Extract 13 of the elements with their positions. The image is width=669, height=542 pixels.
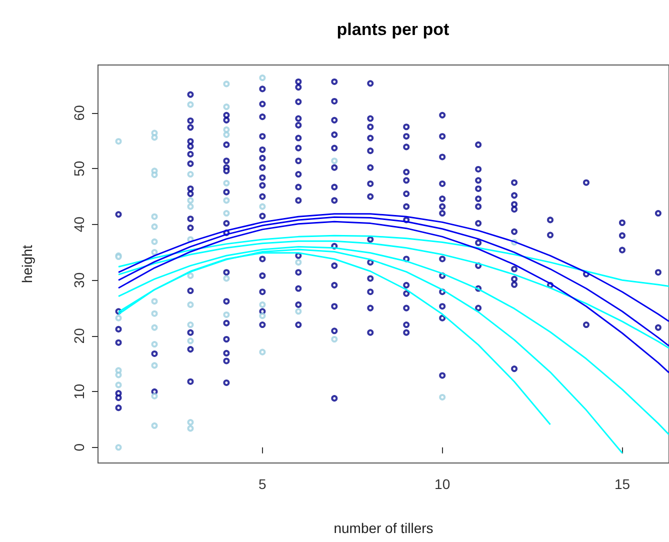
x-tick-label: 10 [434, 476, 450, 492]
y-tick-label: 20 [71, 328, 87, 344]
chart-title: plants per pot [336, 20, 450, 39]
x-axis-title: number of tillers [334, 520, 434, 536]
y-tick-label: 60 [71, 104, 87, 121]
x-tick-label: 15 [614, 476, 630, 492]
y-tick-label: 0 [71, 443, 87, 452]
y-tick-label: 40 [71, 216, 87, 232]
y-tick-label: 10 [71, 384, 87, 400]
y-tick-label: 50 [71, 160, 87, 176]
y-axis-title: height [19, 244, 35, 284]
x-tick-label: 5 [258, 476, 267, 492]
y-tick-label: 30 [71, 272, 87, 288]
